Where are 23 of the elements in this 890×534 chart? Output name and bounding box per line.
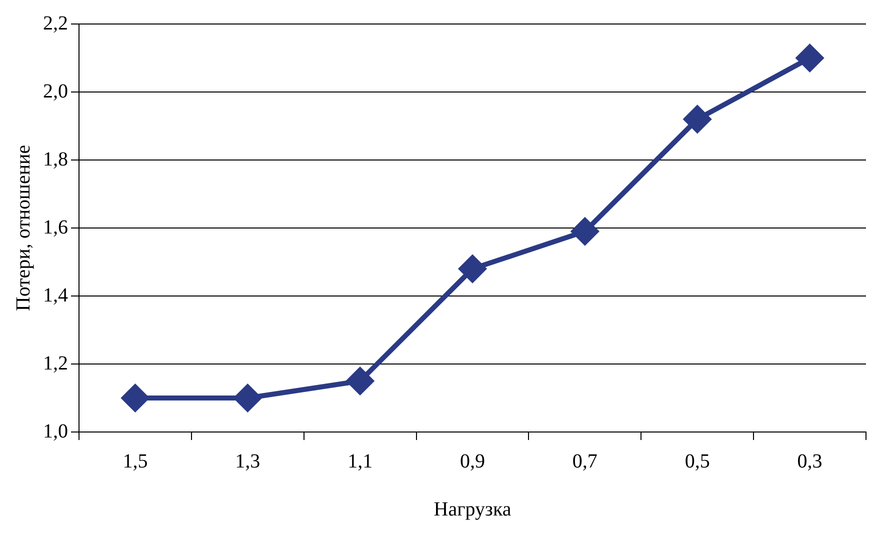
x-tick-label: 1,1 [348, 450, 373, 472]
y-tick-label: 1,4 [43, 284, 68, 306]
point [122, 384, 149, 412]
y-tick-label: 1,6 [43, 216, 68, 238]
point [459, 255, 486, 282]
y-tick-label: 2,2 [43, 12, 68, 34]
x-tick-label: 0,3 [797, 450, 822, 472]
x-axis-title: Нагрузка [434, 498, 512, 520]
point [684, 106, 711, 133]
y-tick-label: 1,8 [43, 148, 68, 170]
y-tick-label: 1,0 [43, 420, 68, 442]
x-tick-label: 0,9 [460, 450, 485, 472]
point [346, 368, 374, 394]
x-tick-label: 1,3 [235, 450, 260, 472]
point [796, 44, 824, 72]
point [234, 384, 262, 412]
x-tick-label: 0,5 [684, 450, 710, 472]
y-tick-label: 1,2 [43, 352, 68, 374]
x-tick-label: 0,7 [572, 450, 598, 472]
x-tick-label: 1,5 [122, 450, 148, 472]
y-tick-label: 2,0 [43, 80, 68, 102]
y-axis-title: Потери, отношение [12, 144, 34, 312]
point [571, 218, 598, 245]
